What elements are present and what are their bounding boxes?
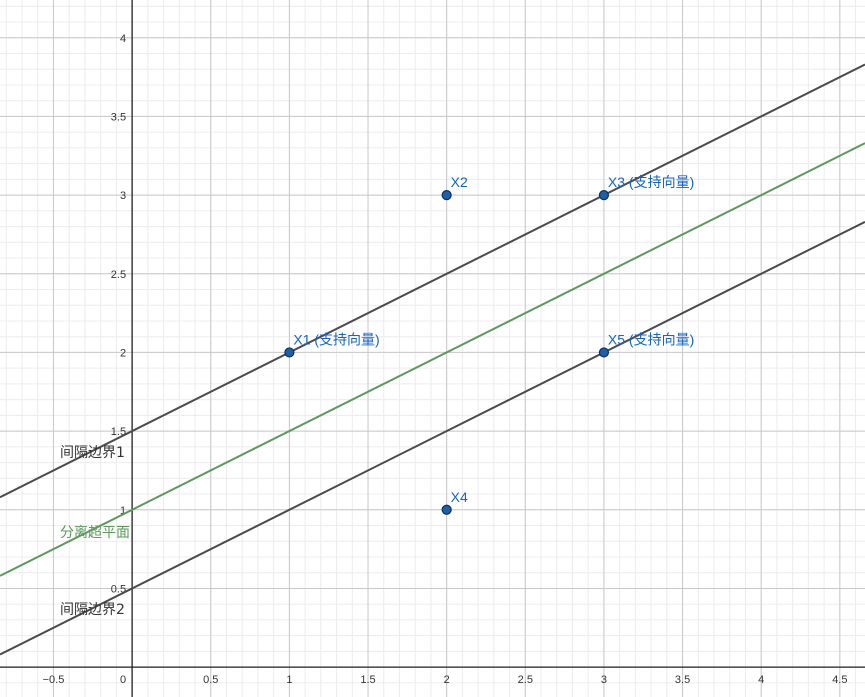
line-3 [0,220,865,656]
point-label-x5: X5 (支持向量) [608,331,694,347]
point-label-x3: X3 (支持向量) [608,174,694,190]
y-tick-label: 2.5 [111,269,126,281]
x-tick-label: 1 [286,674,292,686]
y-tick-label: 2 [120,347,126,359]
line-1 [0,63,865,499]
point-x3 [598,189,610,201]
x-tick-label: 2.5 [518,674,533,686]
x-tick-label: 3 [601,674,607,686]
x-tick-label: 3.5 [675,674,690,686]
x-tick-label: 0 [120,674,126,686]
y-tick-label: 4 [120,33,126,45]
lines [0,63,865,656]
x-tick-label: 0.5 [203,674,218,686]
y-tick-label: 1 [120,505,126,517]
y-tick-label: 3 [120,190,126,202]
point-x2 [441,189,452,201]
line-2 [0,142,865,577]
x-tick-label: 1.5 [360,674,375,686]
x-tick-label: 2 [444,674,450,686]
x-tick-label: 4.5 [832,674,847,686]
x-tick-label: 4 [758,674,764,686]
point-x1 [284,347,295,358]
tick-labels: −0.5 0 0.5 1 1.5 2 2.5 3 3.5 4 4.50.511.522.533.54 [43,33,848,686]
point-x4 [441,504,452,515]
point-label-x2: X2 [451,174,468,190]
point-label-x1: X1 (支持向量) [293,331,379,347]
line-label-2: 分离超平面 [60,524,130,541]
x-tick-label: −0.5 [43,674,65,686]
y-tick-label: 3.5 [111,111,126,123]
point-x5 [598,347,610,358]
point-label-x4: X4 [451,489,468,505]
points [284,189,610,515]
line-label-1: 间隔边界1 [60,445,125,461]
line-label-3: 间隔边界2 [60,602,125,618]
